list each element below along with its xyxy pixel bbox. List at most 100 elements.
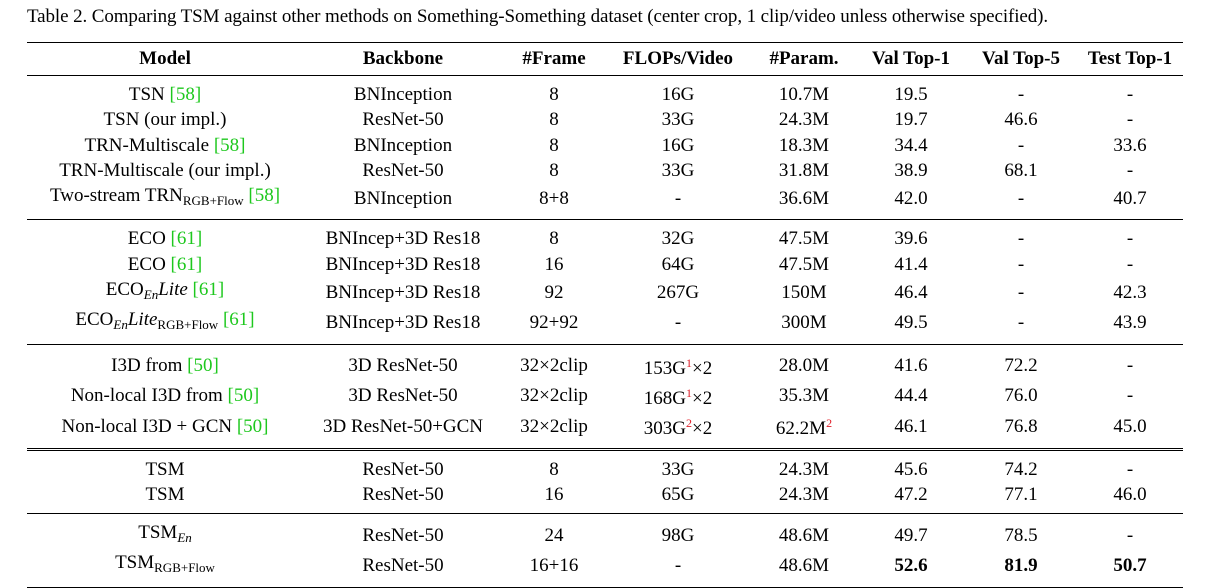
model-cell: Two-stream TRNRGB+Flow [58]	[27, 183, 303, 220]
table-row: TSN (our impl.) ResNet-50 8 33G 24.3M 19.7 46.…	[27, 107, 1183, 132]
text-run: Lite	[127, 309, 158, 331]
val-top5-cell: -	[1017, 134, 1025, 156]
flops-cell: 168G1×2	[605, 381, 751, 411]
header-backbone: Backbone	[303, 42, 503, 76]
frame-cell: 92+92	[529, 311, 579, 333]
frame-cell: 32×2clip	[503, 343, 605, 381]
param-cell: 28.0M	[751, 343, 857, 381]
citation: [50]	[227, 385, 260, 407]
param-cell: 36.6M	[778, 187, 830, 209]
table-body: TSN [58] BNInception 8 16G 10.7M 19.5- - TSN (o…	[27, 76, 1183, 588]
flops-cell: 33G	[605, 447, 751, 482]
val-top5-cell: -	[1017, 281, 1025, 303]
val-top5-cell: 76.8	[1004, 415, 1038, 437]
param-cell: 47.5M	[778, 253, 830, 275]
test-top1-cell: -	[1077, 219, 1183, 252]
test-top1-cell: -	[1126, 159, 1134, 181]
test-top1-cell: 33.6	[1113, 134, 1147, 156]
citation: [50]	[187, 355, 219, 377]
table-row: ECO [61] BNIncep+3D Res18 16 64G 47.5M 41.4 - -	[27, 252, 1183, 277]
test-top1-cell: 46.0	[1113, 483, 1147, 505]
text-run: I3D from	[111, 355, 188, 377]
val-top1-cell: 39.6	[857, 219, 965, 252]
table-row: TSM ResNet-50 16 65G 24.3M 47.2 77.1 46.0	[27, 482, 1183, 514]
param-cell: 35.3M	[778, 385, 830, 407]
frame-cell: 8	[549, 134, 559, 156]
param-cell: 47.5M	[751, 219, 857, 252]
model-cell: TSM	[27, 447, 303, 482]
flops-cell: 65G	[661, 483, 695, 505]
test-top1-cell: -	[1126, 84, 1134, 105]
param-cell: 24.3M	[778, 483, 830, 505]
table-row: ECOEnLiteRGB+Flow [61] BNIncep+3D Res18 92…	[27, 307, 1183, 344]
text-run: RGB+Flow	[154, 560, 215, 576]
val-top5-cell: -	[1017, 187, 1025, 209]
citation: [58]	[213, 134, 246, 156]
backbone-cell: ResNet-50	[303, 550, 503, 588]
text-run: En	[177, 530, 192, 546]
flops-cell: -	[674, 187, 682, 209]
val-top1-cell: 45.6	[857, 447, 965, 482]
model-cell: I3D from [50]	[27, 343, 303, 381]
val-top1-cell: 19.5	[894, 84, 928, 105]
text-run: En	[143, 287, 159, 303]
table-row: TSN [58] BNInception 8 16G 10.7M 19.5 - -	[27, 76, 1183, 108]
flops-cell: 32G	[605, 219, 751, 252]
flops-cell: 16G	[661, 134, 695, 156]
val-top5-cell: 78.5	[965, 513, 1077, 551]
model-cell: TSMRGB+Flow	[27, 550, 303, 588]
model-cell: ECO [61]	[27, 219, 303, 252]
test-top1-cell: 50.7	[1077, 550, 1183, 588]
test-top1-cell: 40.7	[1113, 187, 1147, 209]
table-row: TRN-Multiscale (our impl.) ResNet-50 8 33G 3…	[27, 158, 1183, 183]
backbone-cell: BNInception	[353, 84, 453, 105]
header-model: Model	[27, 42, 303, 76]
table-row: ECO [61] BNIncep+3D Res18 8 32G 47.5M 39.6- -	[27, 219, 1183, 252]
footnote-mark: 1	[686, 385, 692, 400]
backbone-cell: BNIncep+3D Res18	[303, 219, 503, 252]
flops-cell: 303G2×2	[605, 411, 751, 449]
model-cell: ECOEnLite [61]	[27, 277, 303, 307]
frame-cell: 24	[503, 513, 605, 551]
text-run: ECO	[127, 228, 171, 250]
text-run: TSM	[145, 458, 185, 480]
model-cell: Non-local I3D from [50]	[27, 381, 303, 411]
text-run: Two-stream TRN	[49, 185, 183, 207]
model-cell: TRN-Multiscale [58]	[27, 133, 303, 158]
param-cell: 31.8M	[778, 159, 830, 181]
text-run: 168G	[643, 387, 686, 409]
text-run: ECO	[127, 253, 171, 275]
table-row: Two-stream TRNRGB+Flow [58] BNInception 8+…	[27, 183, 1183, 220]
param-cell: 10.7M	[778, 84, 830, 105]
text-run: 303G	[643, 418, 686, 440]
param-cell: 62.2M2	[751, 411, 857, 449]
backbone-cell: ResNet-50	[303, 447, 503, 482]
val-top1-cell: 46.4	[894, 281, 928, 303]
test-top1-cell: 43.9	[1113, 311, 1147, 333]
val-top5-cell: -	[1017, 253, 1025, 275]
frame-cell: 8	[549, 159, 559, 181]
param-cell: 150M	[781, 281, 827, 303]
val-top5-cell: 74.2	[965, 447, 1077, 482]
val-top5-cell: 81.9	[965, 550, 1077, 588]
test-top1-cell: -	[1077, 447, 1183, 482]
text-run: ×2	[692, 387, 713, 409]
backbone-cell: 3D ResNet-50+GCN	[322, 415, 484, 437]
frame-cell: 92	[544, 281, 564, 303]
text-run: 153G	[643, 357, 686, 379]
backbone-cell: ResNet-50	[303, 513, 503, 551]
val-top5-cell: 72.2	[965, 343, 1077, 381]
text-run: TSM	[115, 552, 155, 574]
frame-cell: 32×2clip	[520, 385, 588, 407]
frame-cell: 8	[503, 219, 605, 252]
backbone-cell: BNInception	[353, 134, 453, 156]
test-top1-cell: -	[1077, 513, 1183, 551]
frame-cell: 16	[544, 253, 564, 275]
test-top1-cell: -	[1126, 385, 1134, 407]
table-caption: Table 2. Comparing TSM against other met…	[27, 6, 1049, 27]
val-top5-cell: 77.1	[1004, 483, 1038, 505]
text-run: Lite	[158, 279, 188, 301]
val-top5-cell: 68.1	[1004, 159, 1038, 181]
citation: [61]	[170, 253, 203, 275]
model-cell: ECO [61]	[27, 252, 303, 277]
